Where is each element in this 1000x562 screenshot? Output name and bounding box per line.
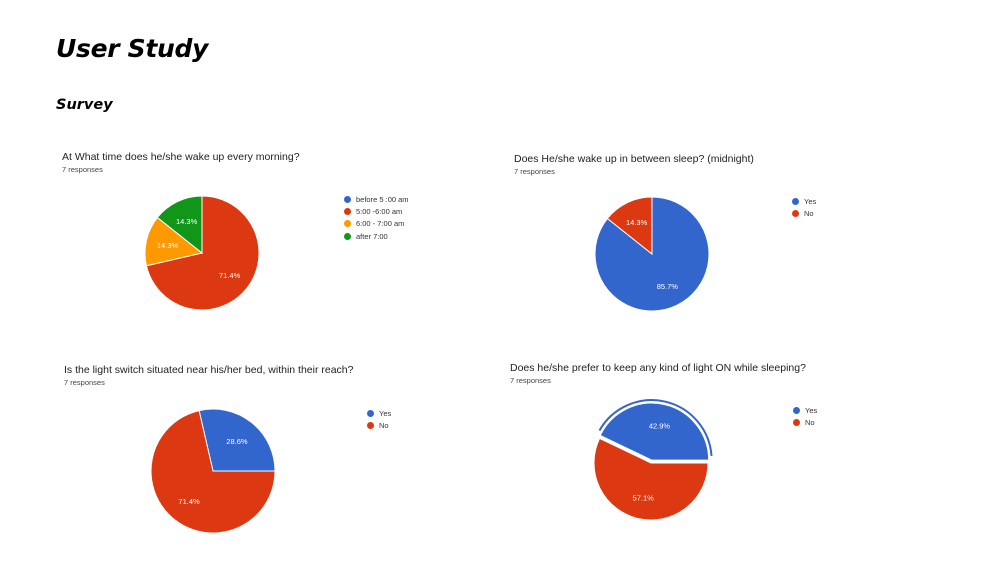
legend-swatch [793,406,800,414]
chart-title: At What time does he/she wake up every m… [62,151,300,163]
pie-slice-yes [599,402,710,461]
legend-wake-time: before 5 :00 am 5:00 -6:00 am 6:00 - 7:00 … [344,193,409,242]
response-count: 7 responses [62,165,103,174]
legend-item-no: No [793,416,817,428]
pie-slice-6-00-7-00-am [144,216,204,267]
legend-item-yes: Yes [793,404,817,416]
legend-swatch [793,418,800,426]
section-title: Survey [56,97,113,113]
legend-midnight-waking: Yes No [792,195,816,220]
legend-item-before-5-00-am: before 5 :00 am [344,193,409,205]
legend-label: No [379,420,389,430]
legend-light-on: Yes No [793,404,817,429]
chart-title: Is the light switch situated near his/he… [64,364,354,376]
legend-swatch [792,209,799,217]
legend-swatch [367,421,374,429]
slice-value-label: 14.3% [176,217,198,226]
legend-item-5-00-6-00-am: 5:00 -6:00 am [344,205,409,217]
legend-item-no: No [792,207,816,219]
legend-swatch [344,195,351,203]
legend-swatch [344,207,351,215]
legend-light-switch: Yes No [367,407,391,432]
slice-value-label: 71.4% [219,271,241,280]
legend-item-6-00-7-00-am: 6:00 - 7:00 am [344,218,409,230]
chart-title: Does he/she prefer to keep any kind of l… [510,362,806,374]
legend-label: No [805,417,815,427]
legend-swatch [792,197,799,205]
slice-value-label: 71.4% [178,497,200,506]
slice-value-label: 42.9% [649,422,671,431]
legend-label: 5:00 -6:00 am [356,206,403,216]
legend-swatch [367,409,374,417]
pie-slice-highlight-ring [598,399,713,456]
legend-swatch [344,232,351,240]
legend-swatch [344,220,351,228]
legend-item-no: No [367,419,391,431]
response-count: 7 responses [514,167,555,176]
slice-value-label: 85.7% [657,282,679,291]
slice-value-label: 14.3% [157,241,179,250]
legend-label: Yes [379,408,392,418]
slice-value-label: 28.6% [226,437,248,446]
legend-label: after 7:00 [356,231,388,241]
legend-label: Yes [804,196,817,206]
pie-slice-no [593,437,709,521]
legend-label: before 5 :00 am [356,194,409,204]
legend-item-yes: Yes [367,407,391,419]
pie-slice-after-7-00 [156,195,203,255]
legend-label: Yes [805,405,818,415]
legend-item-yes: Yes [792,195,816,207]
legend-label: No [804,208,814,218]
chart-title: Does He/she wake up in between sleep? (m… [514,153,754,165]
pie-slice-yes [198,408,276,472]
pie-slice-yes [594,196,710,312]
page-title: User Study [56,34,209,63]
slice-value-label: 57.1% [633,493,655,502]
pie-slice-no [150,409,276,534]
response-count: 7 responses [510,376,551,385]
response-count: 7 responses [64,378,105,387]
legend-item-after-7-00: after 7:00 [344,230,409,242]
slice-value-label: 14.3% [626,218,648,227]
pie-slice-no [606,196,653,256]
legend-label: 6:00 - 7:00 am [356,219,405,229]
